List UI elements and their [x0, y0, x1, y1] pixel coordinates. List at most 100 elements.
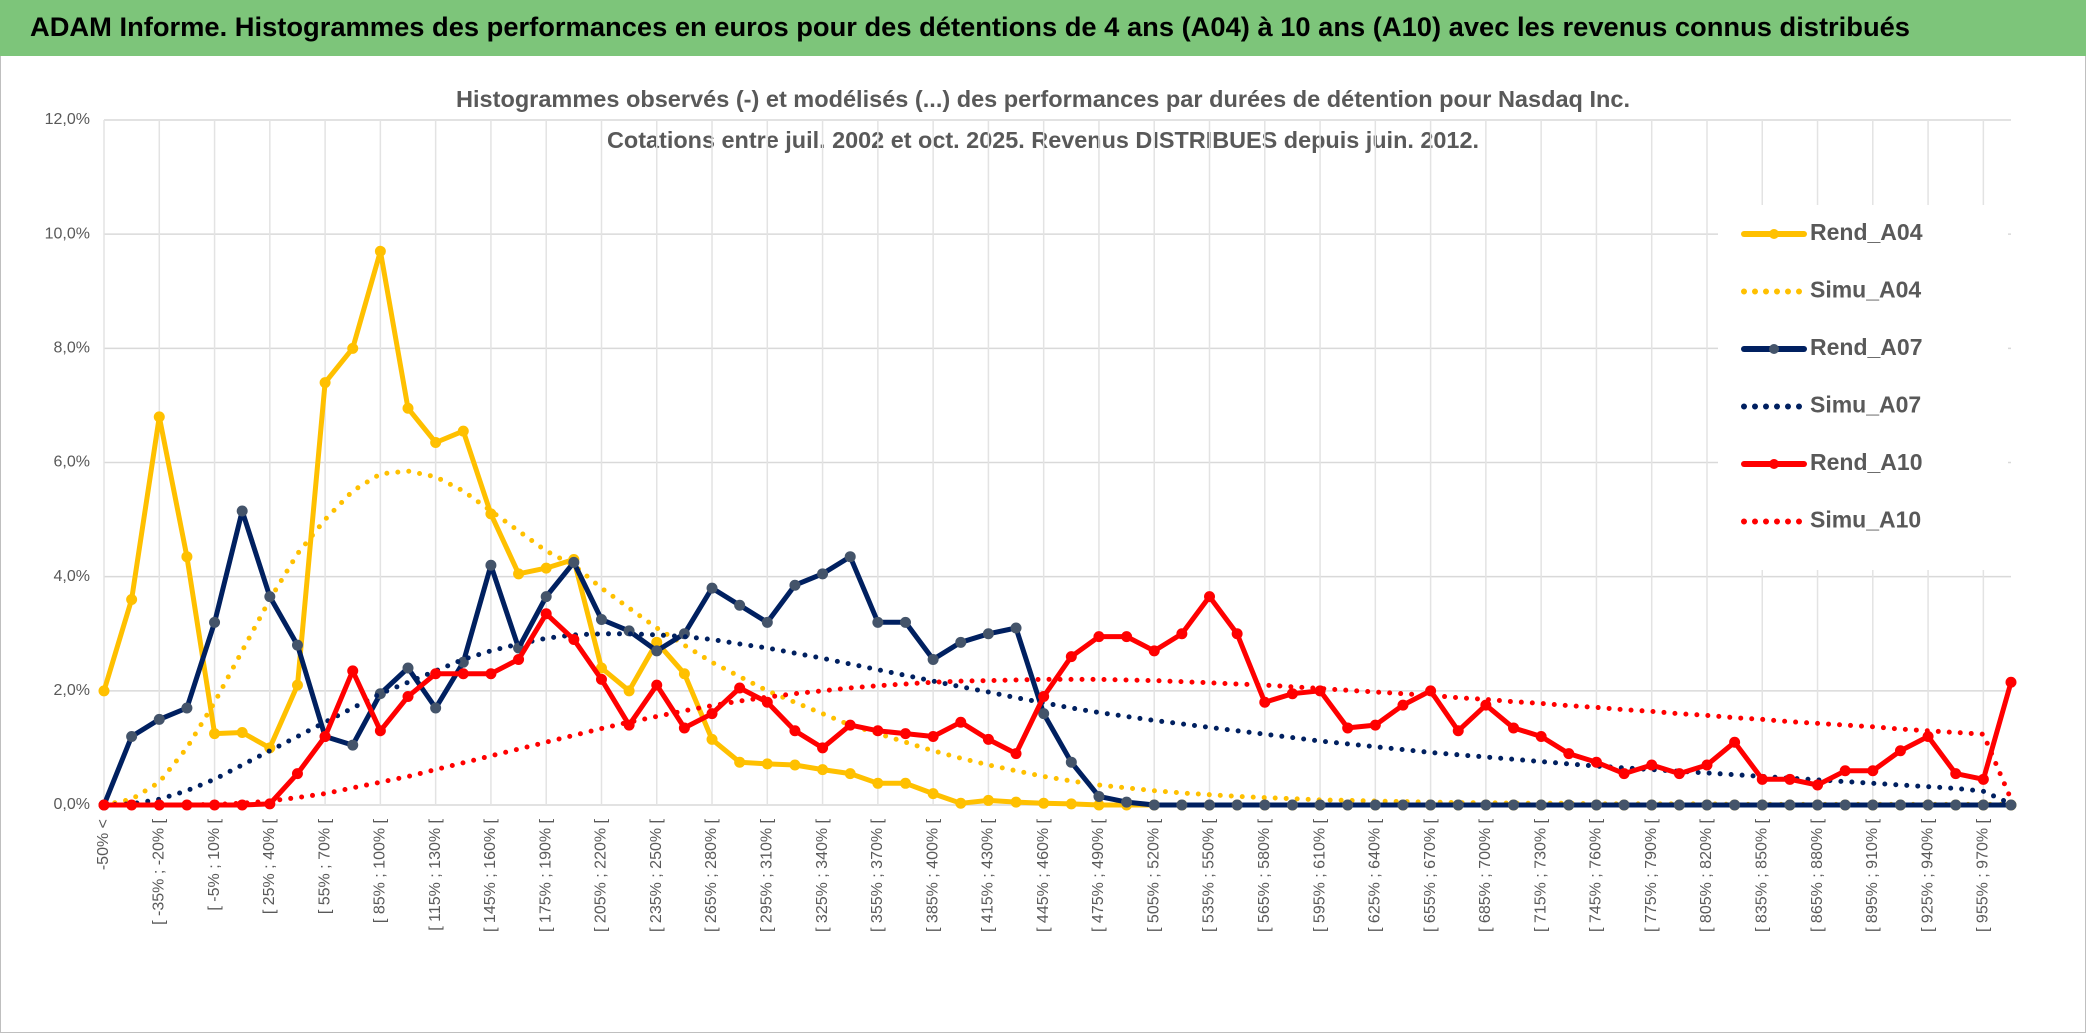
data-point: [1508, 799, 1520, 811]
series-line: [101, 676, 2014, 808]
data-point: [402, 662, 414, 674]
data-point: [1812, 779, 1824, 791]
legend-label: Simu_A07: [1810, 392, 1921, 418]
x-tick-label: [ 865% ; 880% [: [1809, 818, 1826, 932]
data-point: [1148, 645, 1160, 657]
data-point: [955, 797, 967, 809]
data-point: [1286, 799, 1298, 811]
data-point: [347, 739, 359, 751]
x-tick-label: [ 475% ; 490% [: [1090, 818, 1107, 932]
data-point: [209, 728, 221, 740]
data-point: [457, 425, 469, 437]
x-tick-label: [ 955% ; 970% [: [1975, 818, 1992, 932]
x-tick-label: [ 355% ; 370% [: [869, 818, 886, 932]
x-tick-label: [ 775% ; 790% [: [1643, 818, 1660, 932]
data-point: [1646, 759, 1658, 771]
data-point: [678, 722, 690, 734]
data-point: [319, 377, 331, 389]
data-point: [1839, 799, 1851, 811]
x-tick-label: [ 55% ; 70% [: [316, 818, 333, 914]
data-point: [374, 725, 386, 737]
data-point: [734, 599, 746, 611]
y-tick-label: 2,0%: [54, 682, 90, 699]
data-point: [817, 568, 829, 580]
x-tick-label: [ 445% ; 460% [: [1035, 818, 1052, 932]
data-point: [899, 728, 911, 740]
data-point: [1563, 799, 1575, 811]
data-point: [1950, 799, 1962, 811]
data-point: [1121, 631, 1133, 643]
data-point: [236, 727, 248, 739]
data-point: [1894, 799, 1906, 811]
x-tick-label: [ 895% ; 910% [: [1864, 818, 1881, 932]
data-point: [1756, 799, 1768, 811]
data-point: [264, 591, 276, 603]
data-point: [457, 668, 469, 680]
data-point: [1259, 799, 1271, 811]
data-point: [402, 402, 414, 414]
x-tick-label: [ 325% ; 340% [: [814, 818, 831, 932]
data-point: [789, 725, 801, 737]
data-point: [872, 777, 884, 789]
x-tick-label: -50% <: [95, 819, 112, 870]
data-point: [927, 653, 939, 665]
y-tick-label: 6,0%: [54, 454, 90, 471]
legend-marker: [1769, 459, 1779, 469]
data-point: [1010, 622, 1022, 634]
data-point: [1093, 631, 1105, 643]
data-point: [706, 708, 718, 720]
data-point: [153, 713, 165, 725]
x-tick-label: [ 85% ; 100% [: [372, 818, 389, 923]
chart-title: Histogrammes observés (-) et modélisés (…: [456, 86, 1630, 112]
data-point: [374, 245, 386, 257]
data-point: [899, 777, 911, 789]
header-title: ADAM Informe. Histogrammes des performan…: [30, 12, 1910, 42]
data-point: [1784, 799, 1796, 811]
data-point: [1563, 748, 1575, 760]
data-point: [1342, 799, 1354, 811]
legend-box: [1718, 205, 2008, 570]
data-point: [1314, 799, 1326, 811]
data-point: [899, 616, 911, 628]
data-point: [1590, 756, 1602, 768]
data-point: [1093, 790, 1105, 802]
x-tick-label: [ 835% ; 850% [: [1753, 818, 1770, 932]
x-tick-label: [ 175% ; 190% [: [537, 818, 554, 932]
x-tick-label: [ 535% ; 550% [: [1201, 818, 1218, 932]
x-tick-label: [ 25% ; 40% [: [261, 818, 278, 914]
data-point: [1839, 765, 1851, 777]
data-point: [1452, 799, 1464, 811]
data-point: [1038, 797, 1050, 809]
data-point: [927, 731, 939, 742]
x-tick-label: [ 205% ; 220% [: [593, 818, 610, 932]
data-point: [126, 594, 138, 605]
data-point: [1618, 768, 1630, 780]
x-tick-label: [ 265% ; 280% [: [703, 818, 720, 932]
data-point: [706, 582, 718, 594]
x-tick-label: [ 295% ; 310% [: [759, 818, 776, 932]
data-point: [1950, 768, 1962, 780]
data-point: [513, 568, 525, 580]
data-point: [706, 733, 718, 745]
data-point: [678, 668, 690, 680]
data-point: [1286, 688, 1298, 700]
x-tick-label: [ 115% ; 130% [: [427, 818, 444, 930]
data-point: [623, 685, 635, 697]
data-point: [1342, 722, 1354, 734]
x-tick-label: [ -35% ; -20% [: [150, 818, 167, 924]
data-point: [1508, 722, 1520, 734]
data-point: [1452, 725, 1464, 737]
series-line: [101, 594, 2014, 808]
data-point: [982, 794, 994, 806]
data-point: [844, 551, 856, 563]
data-point: [1618, 799, 1630, 811]
data-point: [1231, 799, 1243, 811]
data-point: [291, 639, 303, 651]
data-point: [1231, 628, 1243, 640]
data-point: [236, 505, 248, 517]
data-point: [347, 342, 359, 354]
data-point: [1480, 699, 1492, 711]
data-point: [872, 616, 884, 628]
y-tick-label: 8,0%: [54, 340, 90, 357]
data-point: [761, 616, 773, 628]
